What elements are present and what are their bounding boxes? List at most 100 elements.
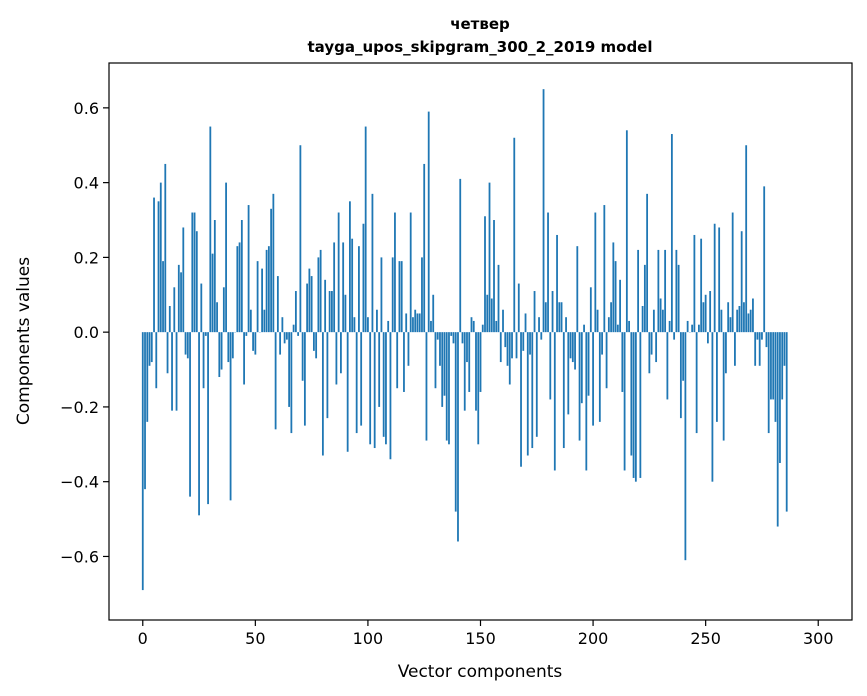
bar-66 — [290, 332, 293, 434]
bar-234 — [668, 320, 671, 333]
bar-137 — [450, 332, 453, 336]
bar-134 — [443, 332, 446, 396]
bar-263 — [734, 332, 736, 366]
y-tick-label: −0.4 — [60, 473, 99, 492]
bar-181 — [549, 332, 552, 400]
bar-17 — [180, 272, 182, 333]
bar-73 — [306, 283, 309, 333]
bar-31 — [211, 253, 214, 333]
bar-98 — [362, 223, 365, 333]
bar-210 — [614, 261, 617, 333]
bar-138 — [452, 332, 455, 344]
bar-282 — [776, 332, 779, 527]
bar-2 — [146, 332, 149, 422]
bar-262 — [731, 212, 734, 333]
bar-67 — [292, 324, 295, 333]
bar-257 — [720, 309, 723, 333]
bar-225 — [648, 332, 651, 374]
bar-65 — [288, 332, 291, 407]
x-axis-ticks: 0 50 100 150 200 250 300 — [138, 620, 834, 648]
bar-218 — [632, 332, 635, 478]
bar-189 — [567, 332, 570, 415]
y-tick-label: 0.0 — [74, 323, 99, 342]
bar-272 — [754, 332, 757, 366]
bar-94 — [353, 317, 356, 333]
bar-53 — [261, 268, 263, 333]
bar-38 — [227, 332, 230, 363]
bar-168 — [520, 332, 522, 467]
bar-69 — [297, 332, 300, 336]
bar-183 — [553, 332, 556, 471]
bar-105 — [378, 332, 381, 407]
bar-113 — [396, 332, 399, 389]
bar-104 — [376, 309, 378, 333]
bar-22 — [191, 212, 194, 333]
bar-142 — [461, 332, 464, 344]
bar-72 — [303, 332, 306, 426]
bar-57 — [270, 208, 273, 333]
bar-193 — [576, 246, 579, 333]
bar-15 — [175, 332, 178, 411]
bar-153 — [486, 294, 489, 333]
bar-162 — [506, 332, 509, 366]
bar-93 — [351, 238, 354, 333]
bar-175 — [535, 332, 538, 437]
bar-197 — [585, 332, 588, 471]
y-tick-label: −0.2 — [60, 398, 99, 417]
bar-211 — [616, 324, 619, 333]
bar-227 — [652, 309, 655, 333]
bar-141 — [459, 178, 462, 333]
bar-5 — [153, 197, 155, 333]
bar-217 — [630, 332, 633, 456]
bar-279 — [770, 332, 772, 400]
bar-202 — [596, 309, 599, 333]
bar-135 — [445, 332, 448, 441]
bar-253 — [711, 332, 714, 482]
x-tick-label: 250 — [690, 629, 721, 648]
bar-260 — [727, 302, 730, 333]
bar-0 — [141, 332, 144, 591]
bar-81 — [324, 279, 327, 333]
bar-278 — [767, 332, 770, 434]
bar-170 — [524, 313, 527, 333]
bar-79 — [319, 249, 322, 333]
bar-89 — [342, 242, 345, 333]
bar-21 — [189, 332, 191, 497]
bar-150 — [479, 332, 482, 392]
bar-43 — [238, 242, 241, 333]
bar-85 — [333, 242, 336, 333]
bar-139 — [454, 332, 457, 512]
bar-7 — [157, 201, 160, 333]
bar-78 — [317, 257, 320, 333]
bar-108 — [385, 332, 387, 445]
bar-249 — [702, 302, 705, 333]
bar-228 — [655, 332, 658, 363]
bar-110 — [389, 332, 392, 460]
bar-63 — [283, 332, 286, 344]
bar-196 — [583, 324, 585, 333]
bar-76 — [312, 332, 315, 351]
bar-232 — [664, 249, 667, 333]
bar-143 — [463, 332, 466, 411]
bar-237 — [675, 249, 678, 333]
bar-118 — [407, 332, 410, 366]
bar-230 — [659, 298, 662, 333]
bar-47 — [247, 205, 250, 333]
bar-91 — [346, 332, 349, 452]
x-axis-label: Vector components — [398, 662, 563, 682]
bar-28 — [204, 332, 207, 336]
bar-128 — [430, 320, 432, 333]
x-tick-label: 200 — [578, 629, 609, 648]
bar-95 — [355, 332, 358, 434]
bar-280 — [772, 332, 775, 400]
y-tick-label: −0.6 — [60, 547, 99, 566]
bar-36 — [222, 287, 225, 333]
bar-207 — [607, 317, 610, 333]
bar-32 — [213, 220, 216, 333]
bar-200 — [592, 332, 594, 426]
bar-1 — [144, 332, 146, 490]
bar-40 — [231, 332, 234, 359]
bar-248 — [700, 238, 703, 333]
bar-251 — [707, 332, 709, 344]
